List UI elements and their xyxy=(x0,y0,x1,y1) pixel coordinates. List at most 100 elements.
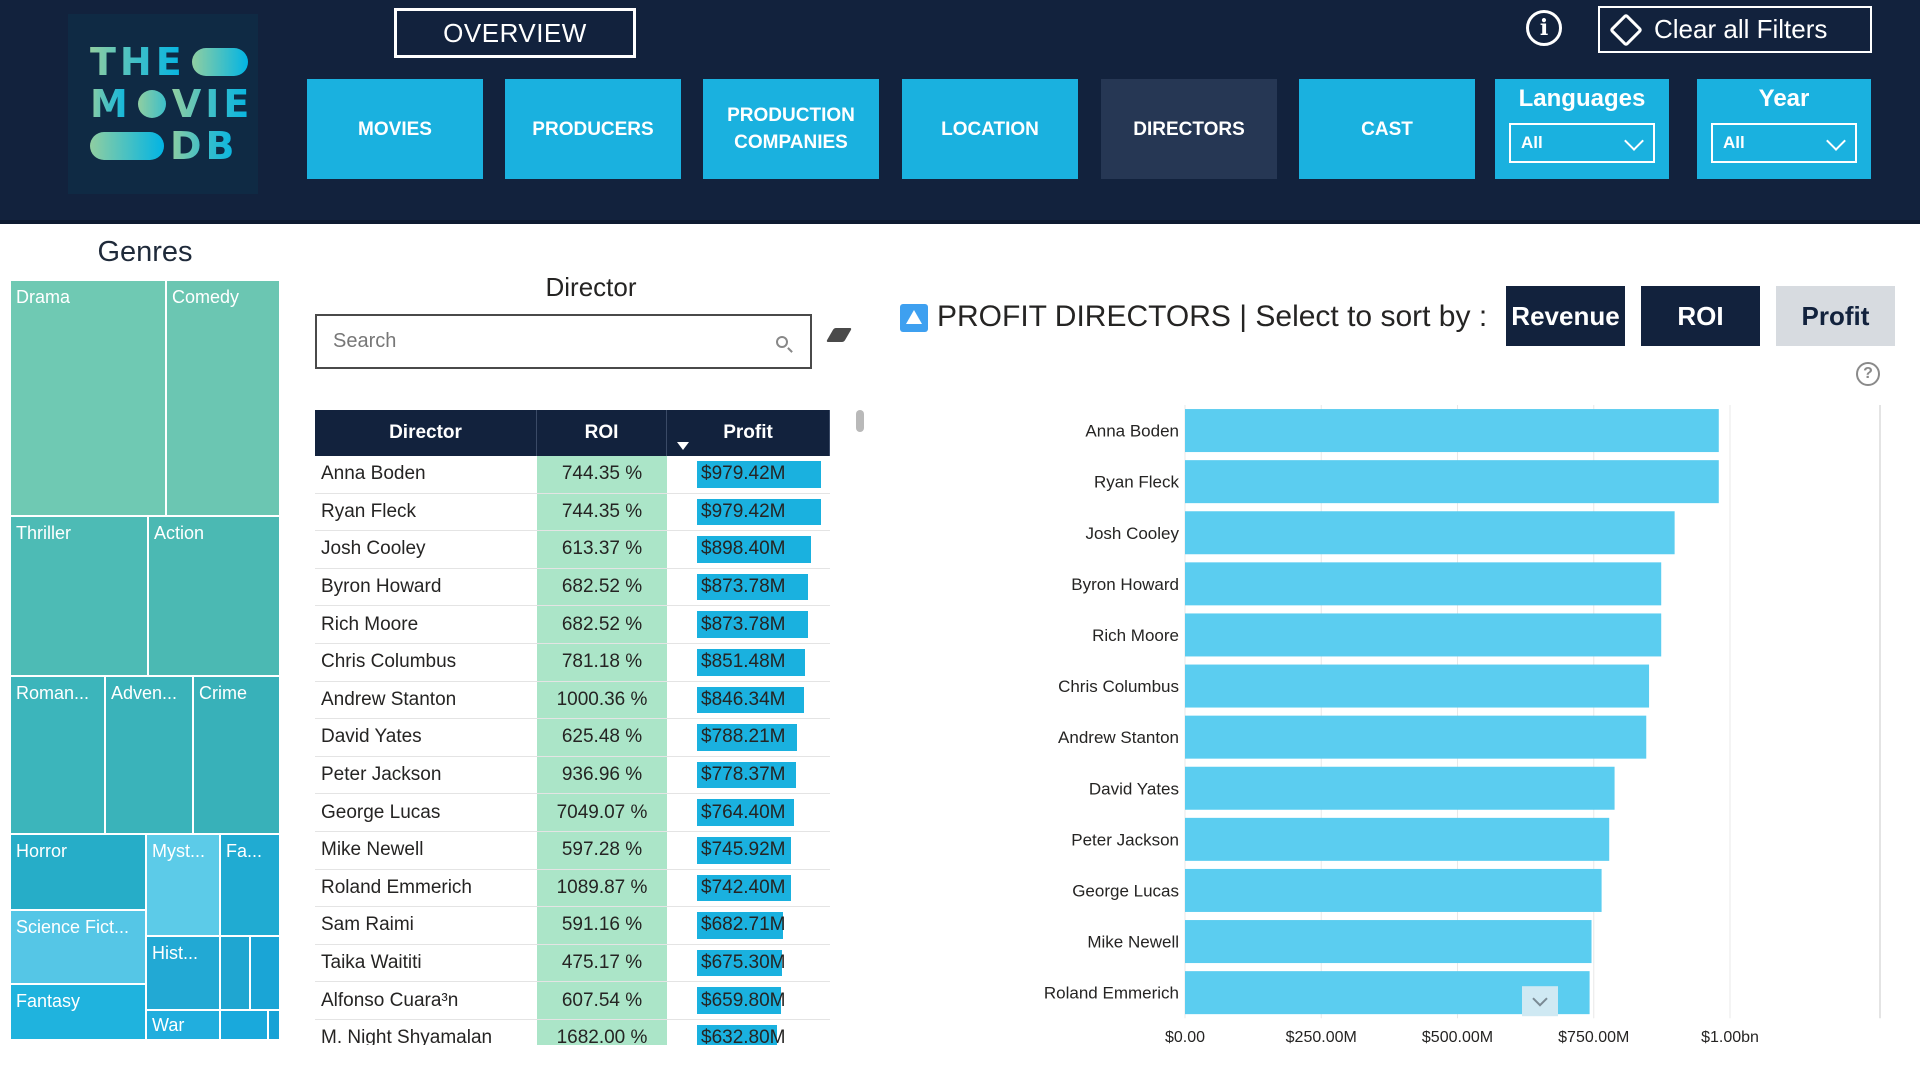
genre-tile-war[interactable]: War xyxy=(146,1010,220,1040)
nav-producers-button[interactable]: PRODUCERS xyxy=(505,79,681,179)
category-label: Ryan Fleck xyxy=(1094,473,1180,492)
table-row[interactable]: Mike Newell 597.28 % $745.92M xyxy=(315,831,830,870)
cell-director: Sam Raimi xyxy=(315,907,537,944)
genre-tile-action[interactable]: Action xyxy=(148,516,280,676)
bar-peter-jackson[interactable] xyxy=(1185,817,1610,861)
table-row[interactable]: Chris Columbus 781.18 % $851.48M xyxy=(315,643,830,682)
table-row[interactable]: M. Night Shyamalan 1682.00 % $632.80M xyxy=(315,1019,830,1045)
nav-production-companies-button[interactable]: PRODUCTION COMPANIES xyxy=(703,79,879,179)
table-row[interactable]: Anna Boden 744.35 % $979.42M xyxy=(315,456,830,494)
clear-all-filters-button[interactable]: Clear all Filters xyxy=(1598,6,1872,53)
genre-tile-small[interactable] xyxy=(220,936,250,1010)
table-row[interactable]: Josh Cooley 613.37 % $898.40M xyxy=(315,531,830,569)
cell-profit: $873.78M xyxy=(667,569,830,606)
chart-scroll-button xyxy=(1522,986,1558,1017)
cell-director: Ryan Fleck xyxy=(315,493,537,531)
cell-profit-value: $682.71M xyxy=(701,914,786,936)
cell-roi: 591.16 % xyxy=(537,907,667,944)
cell-director: Peter Jackson xyxy=(315,756,537,794)
search-icon[interactable] xyxy=(776,336,788,348)
genre-tile-thriller[interactable]: Thriller xyxy=(10,516,148,676)
bar-ryan-fleck[interactable] xyxy=(1185,460,1719,504)
cell-roi: 682.52 % xyxy=(537,606,667,643)
bar-rich-moore[interactable] xyxy=(1185,613,1662,657)
table-row[interactable]: George Lucas 7049.07 % $764.40M xyxy=(315,794,830,832)
genre-tile-mystery[interactable]: Myst... xyxy=(146,834,220,936)
genre-tile-small[interactable] xyxy=(250,936,280,1010)
cell-profit: $745.92M xyxy=(667,832,830,869)
genre-tile-family[interactable]: Fa... xyxy=(220,834,280,936)
category-label: Anna Boden xyxy=(1085,422,1179,441)
cell-director: M. Night Shyamalan xyxy=(315,1019,537,1045)
eraser-icon xyxy=(1609,13,1643,47)
category-label: Chris Columbus xyxy=(1058,677,1179,696)
cell-profit: $898.40M xyxy=(667,531,830,568)
genre-tile-comedy[interactable]: Comedy xyxy=(166,280,280,516)
overview-button[interactable]: OVERVIEW xyxy=(394,8,636,58)
table-row[interactable]: Rich Moore 682.52 % $873.78M xyxy=(315,606,830,644)
cell-roi: 744.35 % xyxy=(537,493,667,531)
column-header-director[interactable]: Director xyxy=(315,410,537,456)
table-row[interactable]: Taika Waititi 475.17 % $675.30M xyxy=(315,944,830,983)
table-row[interactable]: Byron Howard 682.52 % $873.78M xyxy=(315,568,830,607)
sort-by-roi-button[interactable]: ROI xyxy=(1641,286,1760,346)
genre-tile-horror[interactable]: Horror xyxy=(10,834,146,910)
genre-tile-fantasy[interactable]: Fantasy xyxy=(10,984,146,1040)
table-row[interactable]: Ryan Fleck 744.35 % $979.42M xyxy=(315,493,830,532)
bar-chris-columbus[interactable] xyxy=(1185,664,1650,708)
cell-profit-value: $979.42M xyxy=(701,500,786,522)
bar-anna-boden[interactable] xyxy=(1185,409,1719,453)
table-row[interactable]: Andrew Stanton 1000.36 % $846.34M xyxy=(315,681,830,720)
languages-dropdown[interactable]: All xyxy=(1509,123,1655,163)
table-row[interactable]: Alfonso Cuara³n 607.54 % $659.80M xyxy=(315,982,830,1020)
column-header-roi[interactable]: ROI xyxy=(537,410,667,456)
profit-data-bar xyxy=(697,799,794,826)
cell-roi: 1089.87 % xyxy=(537,869,667,907)
year-dropdown[interactable]: All xyxy=(1711,123,1857,163)
cell-roi: 1682.00 % xyxy=(537,1019,667,1045)
column-header-profit[interactable]: Profit xyxy=(667,410,830,456)
profit-data-bar xyxy=(697,573,808,601)
x-tick-label: $0.00 xyxy=(1165,1029,1205,1045)
bar-josh-cooley[interactable] xyxy=(1185,511,1675,555)
eraser-icon[interactable] xyxy=(825,328,853,342)
nav-cast-button[interactable]: CAST xyxy=(1299,79,1475,179)
table-row[interactable]: David Yates 625.48 % $788.21M xyxy=(315,719,830,757)
genre-tile-small[interactable] xyxy=(220,1010,268,1040)
table-row[interactable]: Roland Emmerich 1089.87 % $742.40M xyxy=(315,869,830,908)
column-header-profit-label: Profit xyxy=(723,422,773,443)
category-label: Rich Moore xyxy=(1092,626,1179,645)
info-icon[interactable]: i xyxy=(1526,10,1562,46)
bar-david-yates[interactable] xyxy=(1185,766,1615,810)
director-search-input[interactable] xyxy=(333,330,753,353)
table-row[interactable]: Peter Jackson 936.96 % $778.37M xyxy=(315,756,830,795)
nav-location-button[interactable]: LOCATION xyxy=(902,79,1078,179)
bar-byron-howard[interactable] xyxy=(1185,562,1662,606)
table-scrollbar[interactable] xyxy=(856,410,864,432)
bar-mike-newell[interactable] xyxy=(1185,920,1592,964)
genre-tile-romance[interactable]: Roman... xyxy=(10,676,105,834)
cell-profit: $675.30M xyxy=(667,945,830,982)
genres-treemap: Drama Comedy Thriller Action Roman... Ad… xyxy=(10,280,280,1040)
genre-tile-small[interactable] xyxy=(268,1010,280,1040)
help-icon[interactable]: ? xyxy=(1856,362,1880,386)
category-label: Andrew Stanton xyxy=(1058,728,1179,747)
genre-tile-drama[interactable]: Drama xyxy=(10,280,166,516)
genre-tile-science-fiction[interactable]: Science Fict... xyxy=(10,910,146,984)
profit-data-bar xyxy=(697,761,796,789)
nav-directors-button[interactable]: DIRECTORS xyxy=(1101,79,1277,179)
bar-andrew-stanton[interactable] xyxy=(1185,715,1647,759)
table-row[interactable]: Sam Raimi 591.16 % $682.71M xyxy=(315,907,830,945)
cell-profit-value: $846.34M xyxy=(701,688,786,710)
cell-profit-value: $675.30M xyxy=(701,952,786,974)
genre-tile-adventure[interactable]: Adven... xyxy=(105,676,193,834)
genre-tile-history[interactable]: Hist... xyxy=(146,936,220,1010)
sort-by-revenue-button[interactable]: Revenue xyxy=(1506,286,1625,346)
bar-george-lucas[interactable] xyxy=(1185,868,1602,912)
x-tick-label: $500.00M xyxy=(1422,1029,1493,1045)
sort-by-profit-button[interactable]: Profit xyxy=(1776,286,1895,346)
nav-movies-button[interactable]: MOVIES xyxy=(307,79,483,179)
profit-chart-title: PROFIT DIRECTORS | Select to sort by : xyxy=(937,300,1488,333)
genre-tile-crime[interactable]: Crime xyxy=(193,676,280,834)
cell-profit: $851.48M xyxy=(667,644,830,681)
